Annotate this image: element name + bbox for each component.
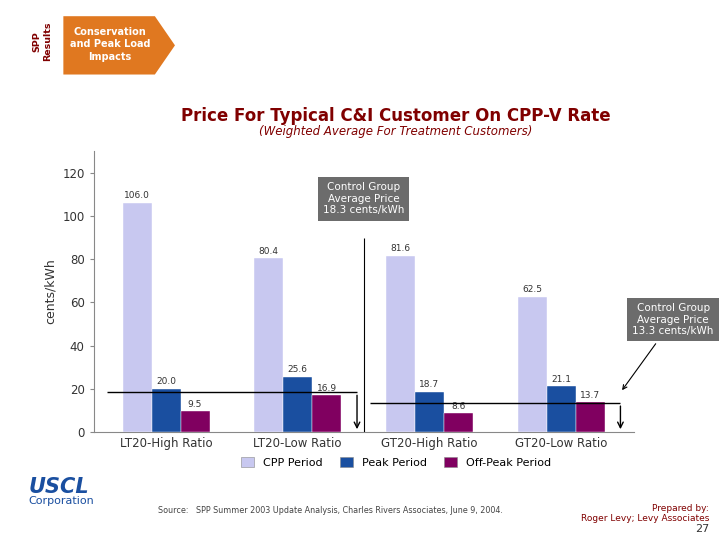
- Text: 80.4: 80.4: [258, 247, 279, 256]
- Text: Price For Typical C&I Customer On CPP-V Rate: Price For Typical C&I Customer On CPP-V …: [181, 107, 611, 125]
- Text: Corporation: Corporation: [29, 496, 94, 506]
- Text: Roger Levy; Levy Associates: Roger Levy; Levy Associates: [581, 514, 709, 523]
- Bar: [444, 414, 473, 432]
- Text: USCL: USCL: [29, 477, 89, 497]
- Text: 27: 27: [695, 524, 709, 534]
- Bar: [122, 203, 151, 432]
- Polygon shape: [63, 16, 175, 75]
- Text: 16.9: 16.9: [317, 384, 337, 393]
- Y-axis label: cents/kWh: cents/kWh: [44, 259, 57, 325]
- Text: 18.7: 18.7: [419, 380, 439, 389]
- Text: 81.6: 81.6: [390, 244, 410, 253]
- Text: Control Group
Average Price
18.3 cents/kWh: Control Group Average Price 18.3 cents/k…: [323, 182, 405, 215]
- Text: 9.5: 9.5: [188, 400, 202, 409]
- Bar: [254, 258, 283, 432]
- Bar: [312, 395, 341, 432]
- Bar: [576, 402, 605, 432]
- Text: 20.0: 20.0: [156, 377, 176, 386]
- Text: (Weighted Average For Treatment Customers): (Weighted Average For Treatment Customer…: [259, 125, 533, 138]
- Legend: CPP Period, Peak Period, Off-Peak Period: CPP Period, Peak Period, Off-Peak Period: [237, 453, 555, 472]
- Text: 25.6: 25.6: [288, 365, 307, 374]
- Bar: [518, 297, 546, 432]
- Bar: [415, 392, 444, 432]
- Text: 21.1: 21.1: [552, 375, 571, 384]
- Text: Control Group
Average Price
13.3 cents/kWh: Control Group Average Price 13.3 cents/k…: [623, 303, 714, 389]
- Bar: [283, 377, 312, 432]
- Bar: [181, 411, 210, 432]
- Bar: [386, 256, 415, 432]
- Text: 8.6: 8.6: [451, 402, 466, 411]
- Text: SPP
Results: SPP Results: [33, 22, 52, 62]
- Bar: [546, 387, 576, 432]
- Text: Source:   SPP Summer 2003 Update Analysis, Charles Rivers Associates, June 9, 20: Source: SPP Summer 2003 Update Analysis,…: [158, 506, 503, 515]
- Text: 62.5: 62.5: [522, 286, 542, 294]
- Text: Commercial / Industrial: Commercial / Industrial: [471, 28, 663, 43]
- Text: 13.7: 13.7: [580, 391, 600, 400]
- Text: 106.0: 106.0: [124, 192, 150, 200]
- Text: Conservation
and Peak Load
Impacts: Conservation and Peak Load Impacts: [70, 27, 150, 62]
- Bar: [151, 389, 181, 432]
- Text: Prepared by:: Prepared by:: [652, 504, 709, 513]
